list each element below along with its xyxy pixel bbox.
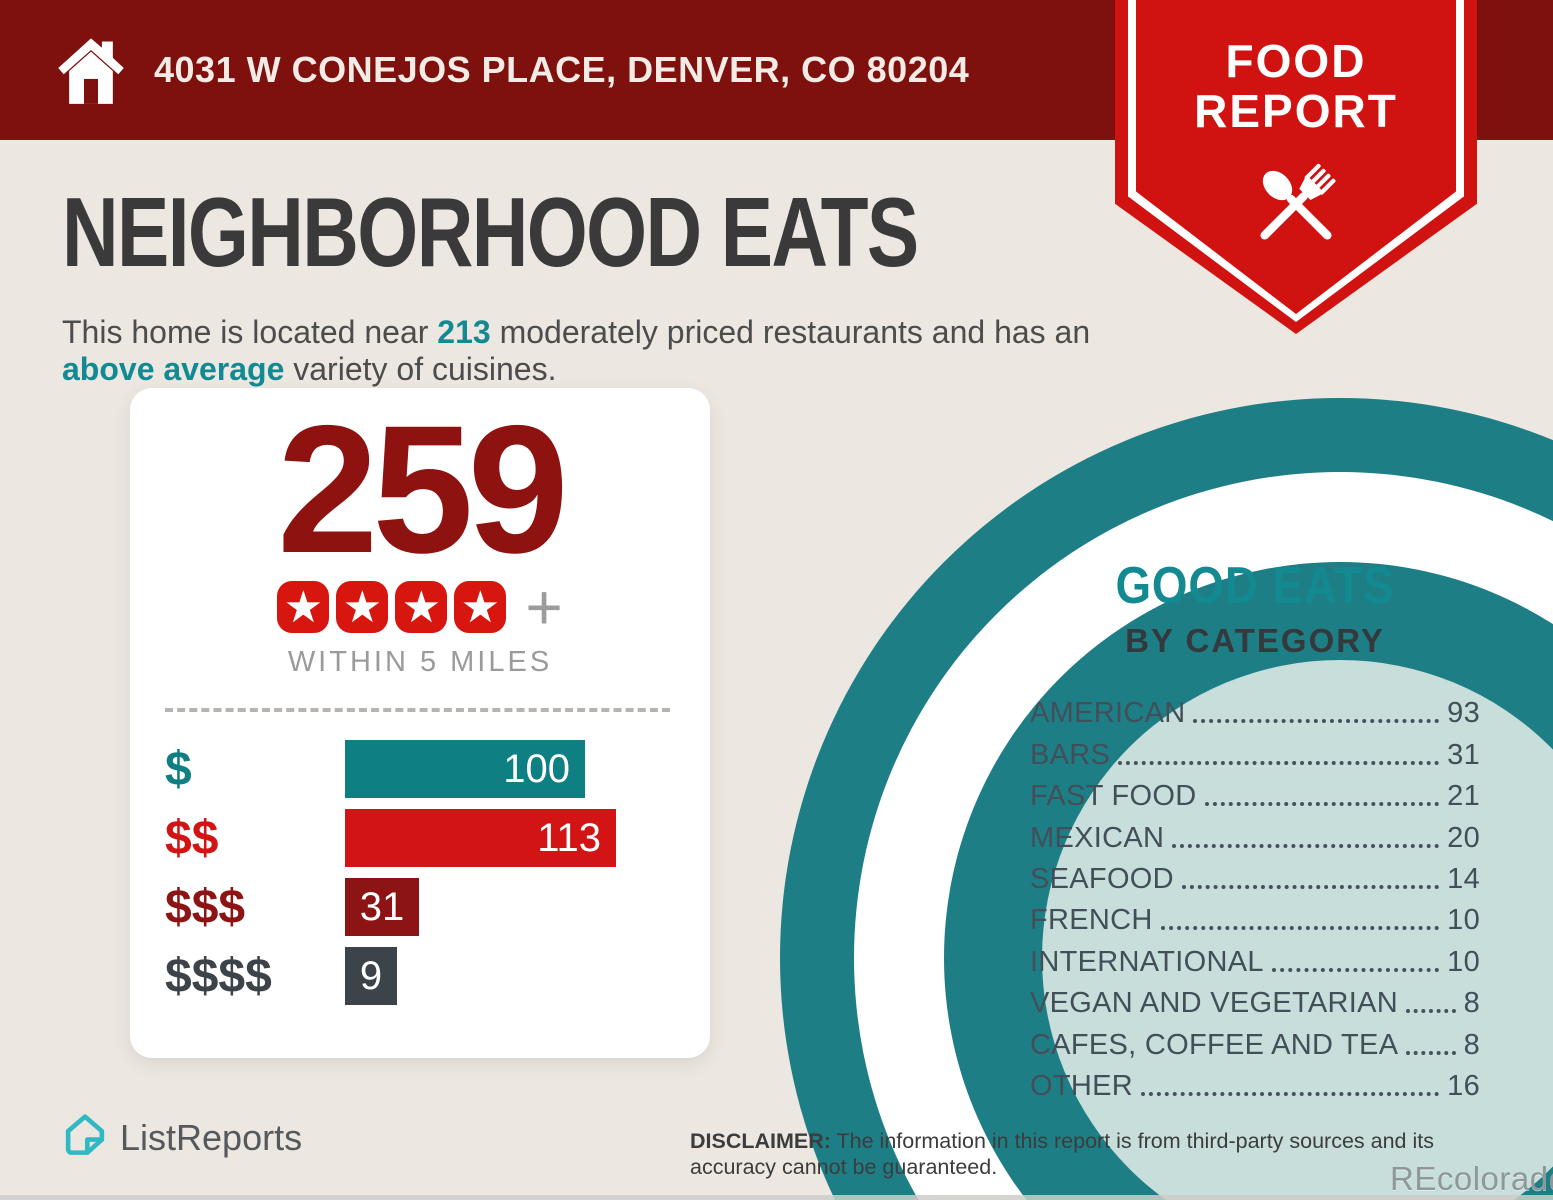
price-level-bar: 100	[345, 740, 585, 798]
category-row: MEXICAN 20	[1030, 816, 1480, 857]
rating-stars: ★ ★ ★ ★ +	[130, 571, 710, 643]
intro-subtitle: This home is located near 213 moderately…	[62, 314, 1092, 389]
ribbon-title-line1: FOOD	[1225, 35, 1367, 87]
category-row: SEAFOOD 14	[1030, 858, 1480, 899]
category-label: FRENCH	[1030, 904, 1153, 937]
category-row: INTERNATIONAL 10	[1030, 940, 1480, 981]
good-eats-category-list: AMERICAN 93 BARS 31 FAST FOOD 21 MEXICAN 20 SEAF…	[1030, 692, 1480, 1106]
subtitle-middle: moderately priced restaurants and has an	[490, 314, 1091, 350]
category-row: BARS 31	[1030, 733, 1480, 774]
category-row: OTHER 16	[1030, 1065, 1480, 1106]
disclaimer-text: DISCLAIMER: The information in this repo…	[690, 1128, 1495, 1182]
recolorado-watermark: REcolorado	[1390, 1160, 1553, 1197]
category-row: FAST FOOD 21	[1030, 775, 1480, 816]
price-level-label: $$$	[165, 880, 246, 934]
category-label: FAST FOOD	[1030, 780, 1197, 813]
category-count: 31	[1447, 738, 1480, 771]
category-count: 20	[1447, 821, 1480, 854]
page-title: NEIGHBORHOOD EATS	[62, 177, 919, 287]
price-level-label: $$	[165, 811, 219, 865]
price-chart-row: $$$ 31	[165, 878, 685, 936]
category-count: 14	[1447, 862, 1480, 895]
bottom-edge-strip	[0, 1195, 1553, 1200]
good-eats-circle-ring	[780, 398, 1553, 1200]
category-row: CAFES, COFFEE AND TEA 8	[1030, 1023, 1480, 1064]
home-icon	[52, 29, 130, 112]
utensils-icon	[1240, 163, 1352, 264]
price-level-label: $	[165, 742, 192, 796]
price-bar-chart: $100 $$ 113 $$$ 31 $$$$ 9	[165, 740, 685, 1016]
price-level-bar: 113	[345, 809, 616, 867]
property-address: 4031 W CONEJOS PLACE, DENVER, CO 80204	[154, 49, 970, 90]
food-report-ribbon: FOOD REPORT	[1115, 0, 1477, 334]
radius-label: WITHIN 5 MILES	[287, 646, 553, 678]
price-level-bar: 9	[345, 947, 397, 1005]
good-eats-section: GOOD EATS BY CATEGORY AMERICAN 93 BARS 31 FA…	[1030, 556, 1480, 1106]
price-chart-row: $$$$ 9	[165, 947, 685, 1005]
category-label: CAFES, COFFEE AND TEA	[1030, 1028, 1399, 1061]
ribbon-title-line2: REPORT	[1194, 85, 1398, 137]
dotted-leader	[1118, 760, 1440, 765]
category-row: AMERICAN 93	[1030, 692, 1480, 733]
price-chart-row: $$ 113	[165, 809, 685, 867]
category-label: BARS	[1030, 738, 1111, 771]
dotted-leader	[1172, 843, 1440, 848]
plus-icon: +	[525, 571, 563, 643]
category-label: OTHER	[1030, 1069, 1133, 1102]
category-count: 16	[1447, 1069, 1480, 1102]
price-chart-row: $100	[165, 740, 685, 798]
dotted-leader	[1406, 1009, 1456, 1014]
dotted-leader	[1271, 967, 1440, 972]
price-level-label: $$$$	[165, 949, 272, 1003]
disclaimer-label: DISCLAIMER:	[690, 1128, 831, 1153]
listreports-logo-icon	[62, 1112, 108, 1163]
star-icon: ★	[395, 581, 448, 633]
star-icon: ★	[277, 581, 330, 633]
star-icon: ★	[454, 581, 507, 633]
category-count: 93	[1447, 697, 1480, 730]
dotted-leader	[1406, 1050, 1456, 1055]
variety-highlight: above average	[62, 351, 285, 388]
price-level-bar: 31	[345, 878, 419, 936]
dotted-leader	[1181, 884, 1440, 889]
category-label: SEAFOOD	[1030, 862, 1174, 895]
dotted-leader	[1204, 802, 1440, 807]
dotted-leader	[1193, 719, 1440, 724]
category-count: 8	[1463, 1028, 1480, 1061]
good-eats-title: GOOD EATS	[1115, 557, 1395, 615]
category-label: VEGAN AND VEGETARIAN	[1030, 987, 1399, 1020]
category-count: 10	[1447, 904, 1480, 937]
brand-name: ListReports	[120, 1116, 303, 1158]
dotted-leader	[1141, 1091, 1440, 1096]
category-label: AMERICAN	[1030, 697, 1186, 730]
subtitle-suffix: variety of cuisines.	[284, 351, 557, 388]
total-restaurant-count: 259	[277, 387, 569, 591]
category-count: 8	[1463, 987, 1480, 1020]
category-row: FRENCH 10	[1030, 899, 1480, 940]
category-count: 21	[1447, 780, 1480, 813]
category-label: MEXICAN	[1030, 821, 1165, 854]
star-icon: ★	[336, 581, 389, 633]
restaurant-summary-card: 259 ★ ★ ★ ★ + WITHIN 5 MILES $100 $$ 113 $$$ 31 $…	[130, 388, 710, 1058]
category-row: VEGAN AND VEGETARIAN 8	[1030, 982, 1480, 1023]
good-eats-subtitle: BY CATEGORY	[1125, 622, 1385, 659]
restaurant-count: 213	[437, 314, 491, 350]
category-label: INTERNATIONAL	[1030, 945, 1264, 978]
disclaimer-body: The information in this report is from t…	[690, 1128, 1434, 1180]
dashed-divider	[165, 708, 670, 712]
listreports-brand: ListReports	[62, 1112, 302, 1163]
dotted-leader	[1160, 926, 1440, 931]
subtitle-prefix: This home is located near	[62, 314, 438, 350]
category-count: 10	[1447, 945, 1480, 978]
